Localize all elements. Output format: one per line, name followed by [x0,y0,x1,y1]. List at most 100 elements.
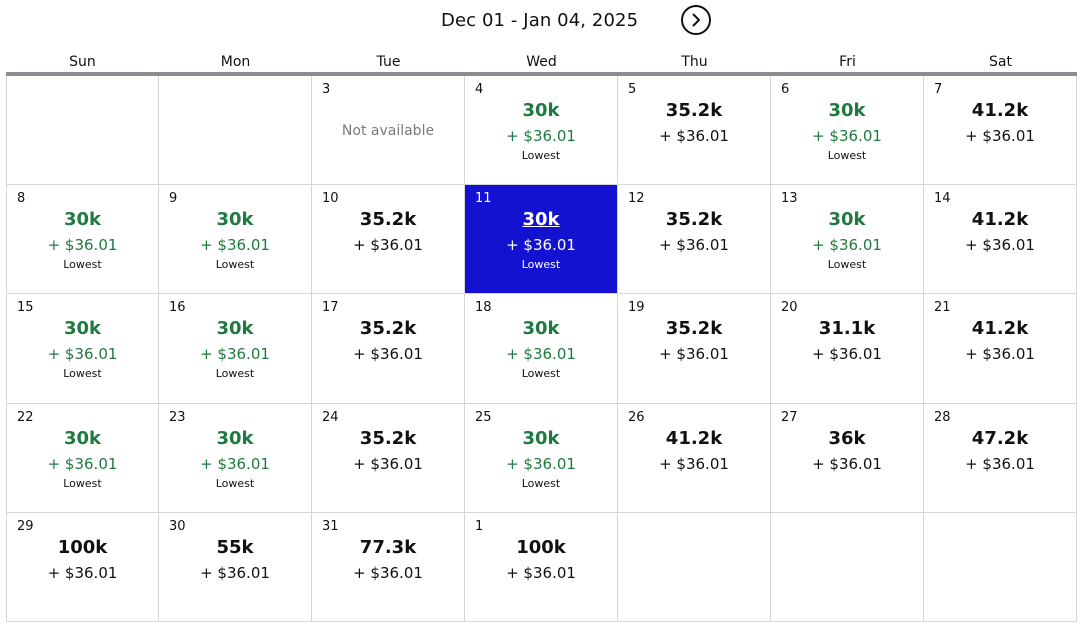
weekday-label: Sat [989,54,1012,70]
cash-fee: + $36.01 [812,345,882,364]
cash-fee: + $36.01 [506,454,576,473]
lowest-badge: Lowest [521,476,561,490]
cash-fee: + $36.01 [200,345,270,364]
calendar-day[interactable]: 7 41.2k + $36.01 [924,76,1077,186]
cash-fee: + $36.01 [353,345,423,364]
cash-fee: + $36.01 [506,563,576,582]
points-price: 30k [216,209,254,231]
day-number: 27 [781,409,798,425]
not-available-label: Not available [341,123,435,139]
calendar-day[interactable]: 24 35.2k + $36.01 [312,403,465,513]
day-number: 18 [475,300,492,316]
cash-fee: + $36.01 [659,454,729,473]
points-price: 30k [522,318,560,340]
calendar-day[interactable]: 17 35.2k + $36.01 [312,294,465,404]
cash-fee: + $36.01 [353,563,423,582]
points-price: 30k [63,209,102,231]
day-number: 8 [17,191,26,207]
day-number: 29 [17,518,34,534]
cash-fee: + $36.01 [506,236,576,255]
calendar-day[interactable]: 15 30k + $36.01 Lowest [6,294,159,404]
points-price: 41.2k [971,209,1029,231]
weekday-label: Fri [839,54,856,70]
calendar-day[interactable]: 25 30k + $36.01 Lowest [465,403,618,513]
calendar-day[interactable]: 14 41.2k + $36.01 [924,185,1077,295]
day-number: 11 [475,191,492,207]
date-range-title: Dec 01 - Jan 04, 2025 [441,10,639,31]
calendar-day[interactable]: 23 30k + $36.01 Lowest [159,403,312,513]
lowest-badge: Lowest [215,258,255,272]
points-price: 30k [216,427,254,449]
points-price: 41.2k [665,427,723,449]
day-number: 4 [475,82,484,97]
day-number: 16 [169,300,186,316]
calendar-day[interactable]: 22 30k + $36.01 Lowest [6,403,159,513]
calendar-day[interactable]: 31 77.3k + $36.01 [312,512,465,622]
cash-fee: + $36.01 [965,454,1035,473]
calendar-day[interactable]: 26 41.2k + $36.01 [618,403,771,513]
cash-fee: + $36.01 [659,127,729,145]
next-month-button[interactable] [681,5,711,35]
cash-fee: + $36.01 [965,236,1035,255]
points-price: 35.2k [359,209,417,231]
points-price: 30k [522,209,560,231]
day-number: 5 [628,82,637,97]
calendar-day[interactable]: 1 100k + $36.01 [465,512,618,622]
calendar-empty-cell [771,512,924,622]
day-number: 15 [17,300,34,316]
points-price: 77.3k [359,536,417,558]
points-price: 100k [57,536,108,558]
points-price: 30k [63,318,102,340]
calendar-day[interactable]: 12 35.2k + $36.01 [618,185,771,295]
cash-fee: + $36.01 [506,127,576,145]
day-number: 28 [934,409,951,425]
day-number: 30 [169,518,186,534]
calendar-empty-cell [159,76,312,186]
day-number: 19 [628,300,645,316]
day-number: 26 [628,409,645,425]
lowest-badge: Lowest [521,149,561,162]
calendar-day[interactable]: 4 30k + $36.01 Lowest [465,76,618,186]
calendar-day[interactable]: 8 30k + $36.01 Lowest [6,185,159,295]
weekday-label: Wed [526,54,557,70]
calendar-day[interactable]: 9 30k + $36.01 Lowest [159,185,312,295]
cash-fee: + $36.01 [353,236,423,255]
day-number: 21 [934,300,951,316]
points-price: 30k [828,209,866,231]
calendar-day[interactable]: 28 47.2k + $36.01 [924,403,1077,513]
day-number: 1 [475,518,484,534]
points-price: 30k [828,100,866,121]
points-price: 30k [522,427,560,449]
lowest-badge: Lowest [63,476,102,490]
points-price: 35.2k [359,318,417,340]
calendar-day[interactable]: 21 41.2k + $36.01 [924,294,1077,404]
calendar-empty-cell [924,512,1077,622]
calendar-day[interactable]: 5 35.2k + $36.01 [618,76,771,186]
points-price: 35.2k [665,209,723,231]
cash-fee: + $36.01 [353,454,423,473]
points-price: 30k [522,100,560,121]
calendar-day[interactable]: 18 30k + $36.01 Lowest [465,294,618,404]
calendar-day[interactable]: 6 30k + $36.01 Lowest [771,76,924,186]
calendar-day[interactable]: 27 36k + $36.01 [771,403,924,513]
points-price: 35.2k [665,100,723,121]
calendar-day[interactable]: 30 55k + $36.01 [159,512,312,622]
cash-fee: + $36.01 [659,236,729,255]
calendar-day[interactable]: 29 100k + $36.01 [6,512,159,622]
day-number: 12 [628,191,645,207]
day-number: 3 [322,82,331,97]
cash-fee: + $36.01 [506,345,576,364]
calendar-day[interactable]: 19 35.2k + $36.01 [618,294,771,404]
cash-fee: + $36.01 [659,345,729,364]
calendar-grid: 3 Not available 4 30k + $36.01 Lowest 5 35.2k + … [6,76,1077,622]
day-number: 14 [934,191,951,207]
calendar-day[interactable]: 10 35.2k + $36.01 [312,185,465,295]
weekday-label: Sun [69,54,96,70]
calendar-day-selected[interactable]: 11 30k + $36.01 Lowest [465,185,618,295]
calendar-day[interactable]: 20 31.1k + $36.01 [771,294,924,404]
calendar-day[interactable]: 13 30k + $36.01 Lowest [771,185,924,295]
points-price: 31.1k [818,318,876,340]
header-divider [6,72,1077,76]
day-number: 9 [169,191,178,207]
calendar-day[interactable]: 16 30k + $36.01 Lowest [159,294,312,404]
